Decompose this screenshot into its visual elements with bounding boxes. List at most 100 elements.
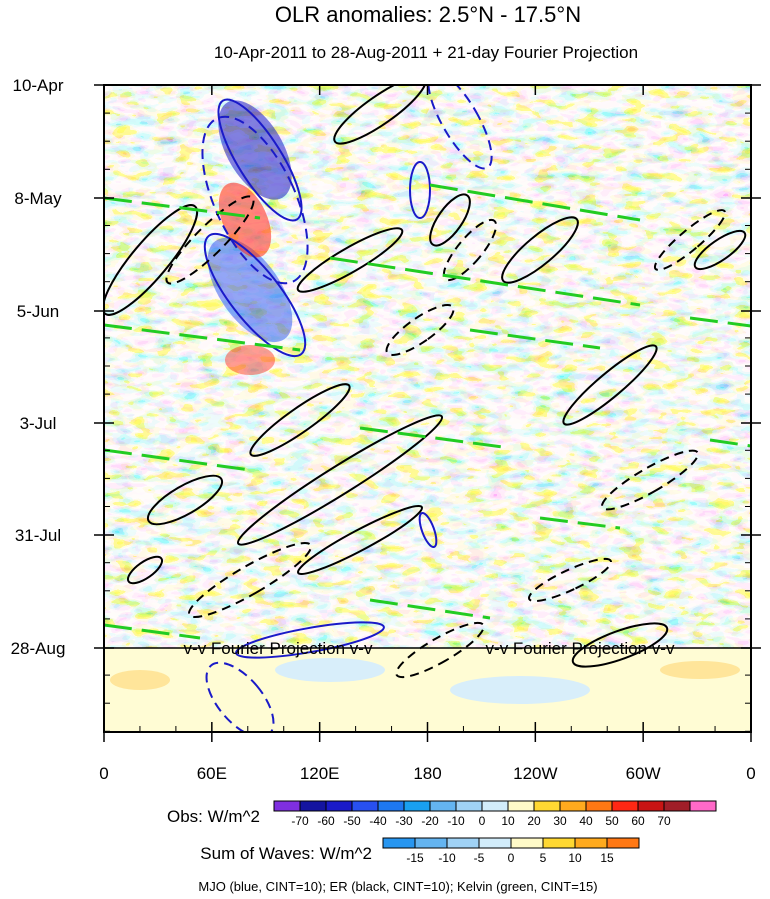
y-tick-label: 5-Jun bbox=[17, 302, 60, 321]
mjo-contour bbox=[418, 511, 438, 549]
kelvin-line bbox=[539, 516, 621, 530]
obs-colorbar-tick-label: -60 bbox=[317, 814, 335, 828]
plot-area: v-v Fourier Projection v-v v-v Fourier P… bbox=[103, 84, 752, 733]
er-contour bbox=[429, 193, 471, 247]
x-tick-label: 120E bbox=[300, 764, 340, 783]
obs-colorbar-tick-label: 30 bbox=[553, 814, 567, 828]
x-axis: 0 60E 120E 180 120W 60W 0 bbox=[99, 85, 756, 783]
er-contour bbox=[571, 622, 669, 668]
x-tick-label: 120W bbox=[513, 764, 557, 783]
obs-colorbar-swatch bbox=[507, 800, 535, 812]
er-contour-dashed bbox=[385, 304, 455, 356]
waves-colorbar-swatch bbox=[510, 837, 544, 849]
er-contour bbox=[297, 504, 423, 576]
kelvin-line bbox=[329, 256, 641, 307]
mjo-contour bbox=[409, 161, 431, 219]
projection-region bbox=[104, 648, 751, 732]
mjo-contour-dashed bbox=[201, 115, 309, 285]
er-contour bbox=[249, 383, 351, 457]
obs-colorbar-swatch bbox=[377, 800, 405, 812]
waves-colorbar-label: Sum of Waves: W/m^2 bbox=[200, 844, 372, 863]
er-contour-dashed bbox=[527, 557, 613, 603]
kelvin-line bbox=[104, 623, 201, 640]
waves-colorbar-swatch bbox=[542, 837, 576, 849]
obs-colorbar-swatch bbox=[351, 800, 379, 812]
wave-legend-footer: MJO (blue, CINT=10); ER (black, CINT=10)… bbox=[198, 879, 597, 894]
projection-blob-orange bbox=[110, 670, 170, 690]
waves-colorbar-tick-label: -10 bbox=[438, 851, 456, 865]
x-tick-label: 60E bbox=[197, 764, 227, 783]
mjo-contour bbox=[235, 621, 385, 659]
obs-colorbar-swatch bbox=[299, 800, 327, 812]
projection-blob-orange bbox=[660, 661, 740, 679]
obs-strong-negative bbox=[218, 100, 292, 200]
er-contour bbox=[562, 344, 658, 426]
obs-colorbar-swatch bbox=[273, 800, 301, 812]
obs-colorbar-swatch bbox=[637, 800, 665, 812]
kelvin-line bbox=[689, 316, 751, 328]
er-contour-dashed bbox=[653, 209, 727, 271]
obs-colorbar-tick-label: -10 bbox=[447, 814, 465, 828]
y-tick-label: 3-Jul bbox=[20, 414, 57, 433]
y-tick-label: 10-Apr bbox=[12, 76, 63, 95]
waves-colorbar-swatch bbox=[414, 837, 448, 849]
kelvin-line bbox=[104, 323, 301, 352]
waves-colorbar-swatch bbox=[606, 837, 640, 849]
obs-colorbar-swatch bbox=[481, 800, 509, 812]
er-contour-dashed bbox=[395, 621, 485, 679]
waves-colorbar-tick-label: 15 bbox=[600, 851, 614, 865]
er-contour bbox=[104, 204, 199, 316]
chart-title: OLR anomalies: 2.5°N - 17.5°N bbox=[275, 2, 581, 27]
er-contour bbox=[333, 85, 427, 145]
obs-colorbar-tick-label: -30 bbox=[395, 814, 413, 828]
er-contour-dashed bbox=[442, 218, 498, 282]
y-axis: 10-Apr 8-May 5-Jun 3-Jul 31-Jul 28-Aug bbox=[11, 76, 761, 732]
waves-colorbar-tick-label: -5 bbox=[474, 851, 485, 865]
projection-blob-blue bbox=[450, 676, 590, 704]
kelvin-line bbox=[709, 438, 751, 448]
chart-subtitle: 10-Apr-2011 to 28-Aug-2011 + 21-day Four… bbox=[214, 43, 638, 62]
obs-colorbar-swatch bbox=[533, 800, 561, 812]
kelvin-line bbox=[359, 426, 511, 450]
obs-colorbar: -70 -60 -50 -40 -30 -20 -10 0 10 20 30 40 50 60 70 bbox=[273, 800, 717, 828]
er-contours bbox=[104, 85, 747, 679]
obs-colorbar-swatch bbox=[585, 800, 613, 812]
mjo-contours bbox=[201, 85, 493, 732]
projection-blob-blue bbox=[275, 658, 385, 682]
x-tick-label: 180 bbox=[413, 764, 441, 783]
obs-colorbar-tick-label: -20 bbox=[421, 814, 439, 828]
x-tick-label: 0 bbox=[746, 764, 755, 783]
er-contour bbox=[146, 474, 224, 526]
obs-colorbar-tick-label: -50 bbox=[343, 814, 361, 828]
obs-colorbar-label: Obs: W/m^2 bbox=[167, 807, 260, 826]
waves-colorbar-tick-label: 5 bbox=[540, 851, 547, 865]
waves-colorbar-tick-label: -15 bbox=[406, 851, 424, 865]
mjo-contour-dashed bbox=[427, 85, 493, 170]
er-contour bbox=[501, 216, 579, 284]
er-contour bbox=[296, 227, 404, 293]
kelvin-line bbox=[369, 598, 491, 620]
obs-colorbar-tick-label: 40 bbox=[579, 814, 593, 828]
mjo-contour bbox=[217, 98, 303, 222]
projection-label-right: v-v Fourier Projection v-v bbox=[486, 639, 675, 658]
y-tick-label: 8-May bbox=[14, 189, 62, 208]
kelvin-line bbox=[469, 328, 601, 350]
kelvin-line bbox=[104, 448, 251, 472]
waves-colorbar-swatch bbox=[446, 837, 480, 849]
waves-colorbar-swatch bbox=[478, 837, 512, 849]
waves-colorbar-swatch bbox=[382, 837, 416, 849]
obs-strong-positive bbox=[225, 345, 275, 375]
x-tick-label: 60W bbox=[626, 764, 661, 783]
obs-colorbar-swatch bbox=[663, 800, 691, 812]
obs-colorbar-tick-label: 50 bbox=[605, 814, 619, 828]
er-contour bbox=[236, 414, 444, 546]
mjo-contour bbox=[203, 232, 307, 358]
kelvin-line bbox=[429, 183, 641, 222]
er-contour bbox=[693, 229, 747, 271]
obs-colorbar-tick-label: 20 bbox=[527, 814, 541, 828]
obs-colorbar-tick-label: 10 bbox=[501, 814, 515, 828]
obs-colorbar-swatch bbox=[611, 800, 639, 812]
projection-label-left: v-v Fourier Projection v-v bbox=[184, 639, 373, 658]
er-contour-dashed bbox=[187, 541, 313, 619]
